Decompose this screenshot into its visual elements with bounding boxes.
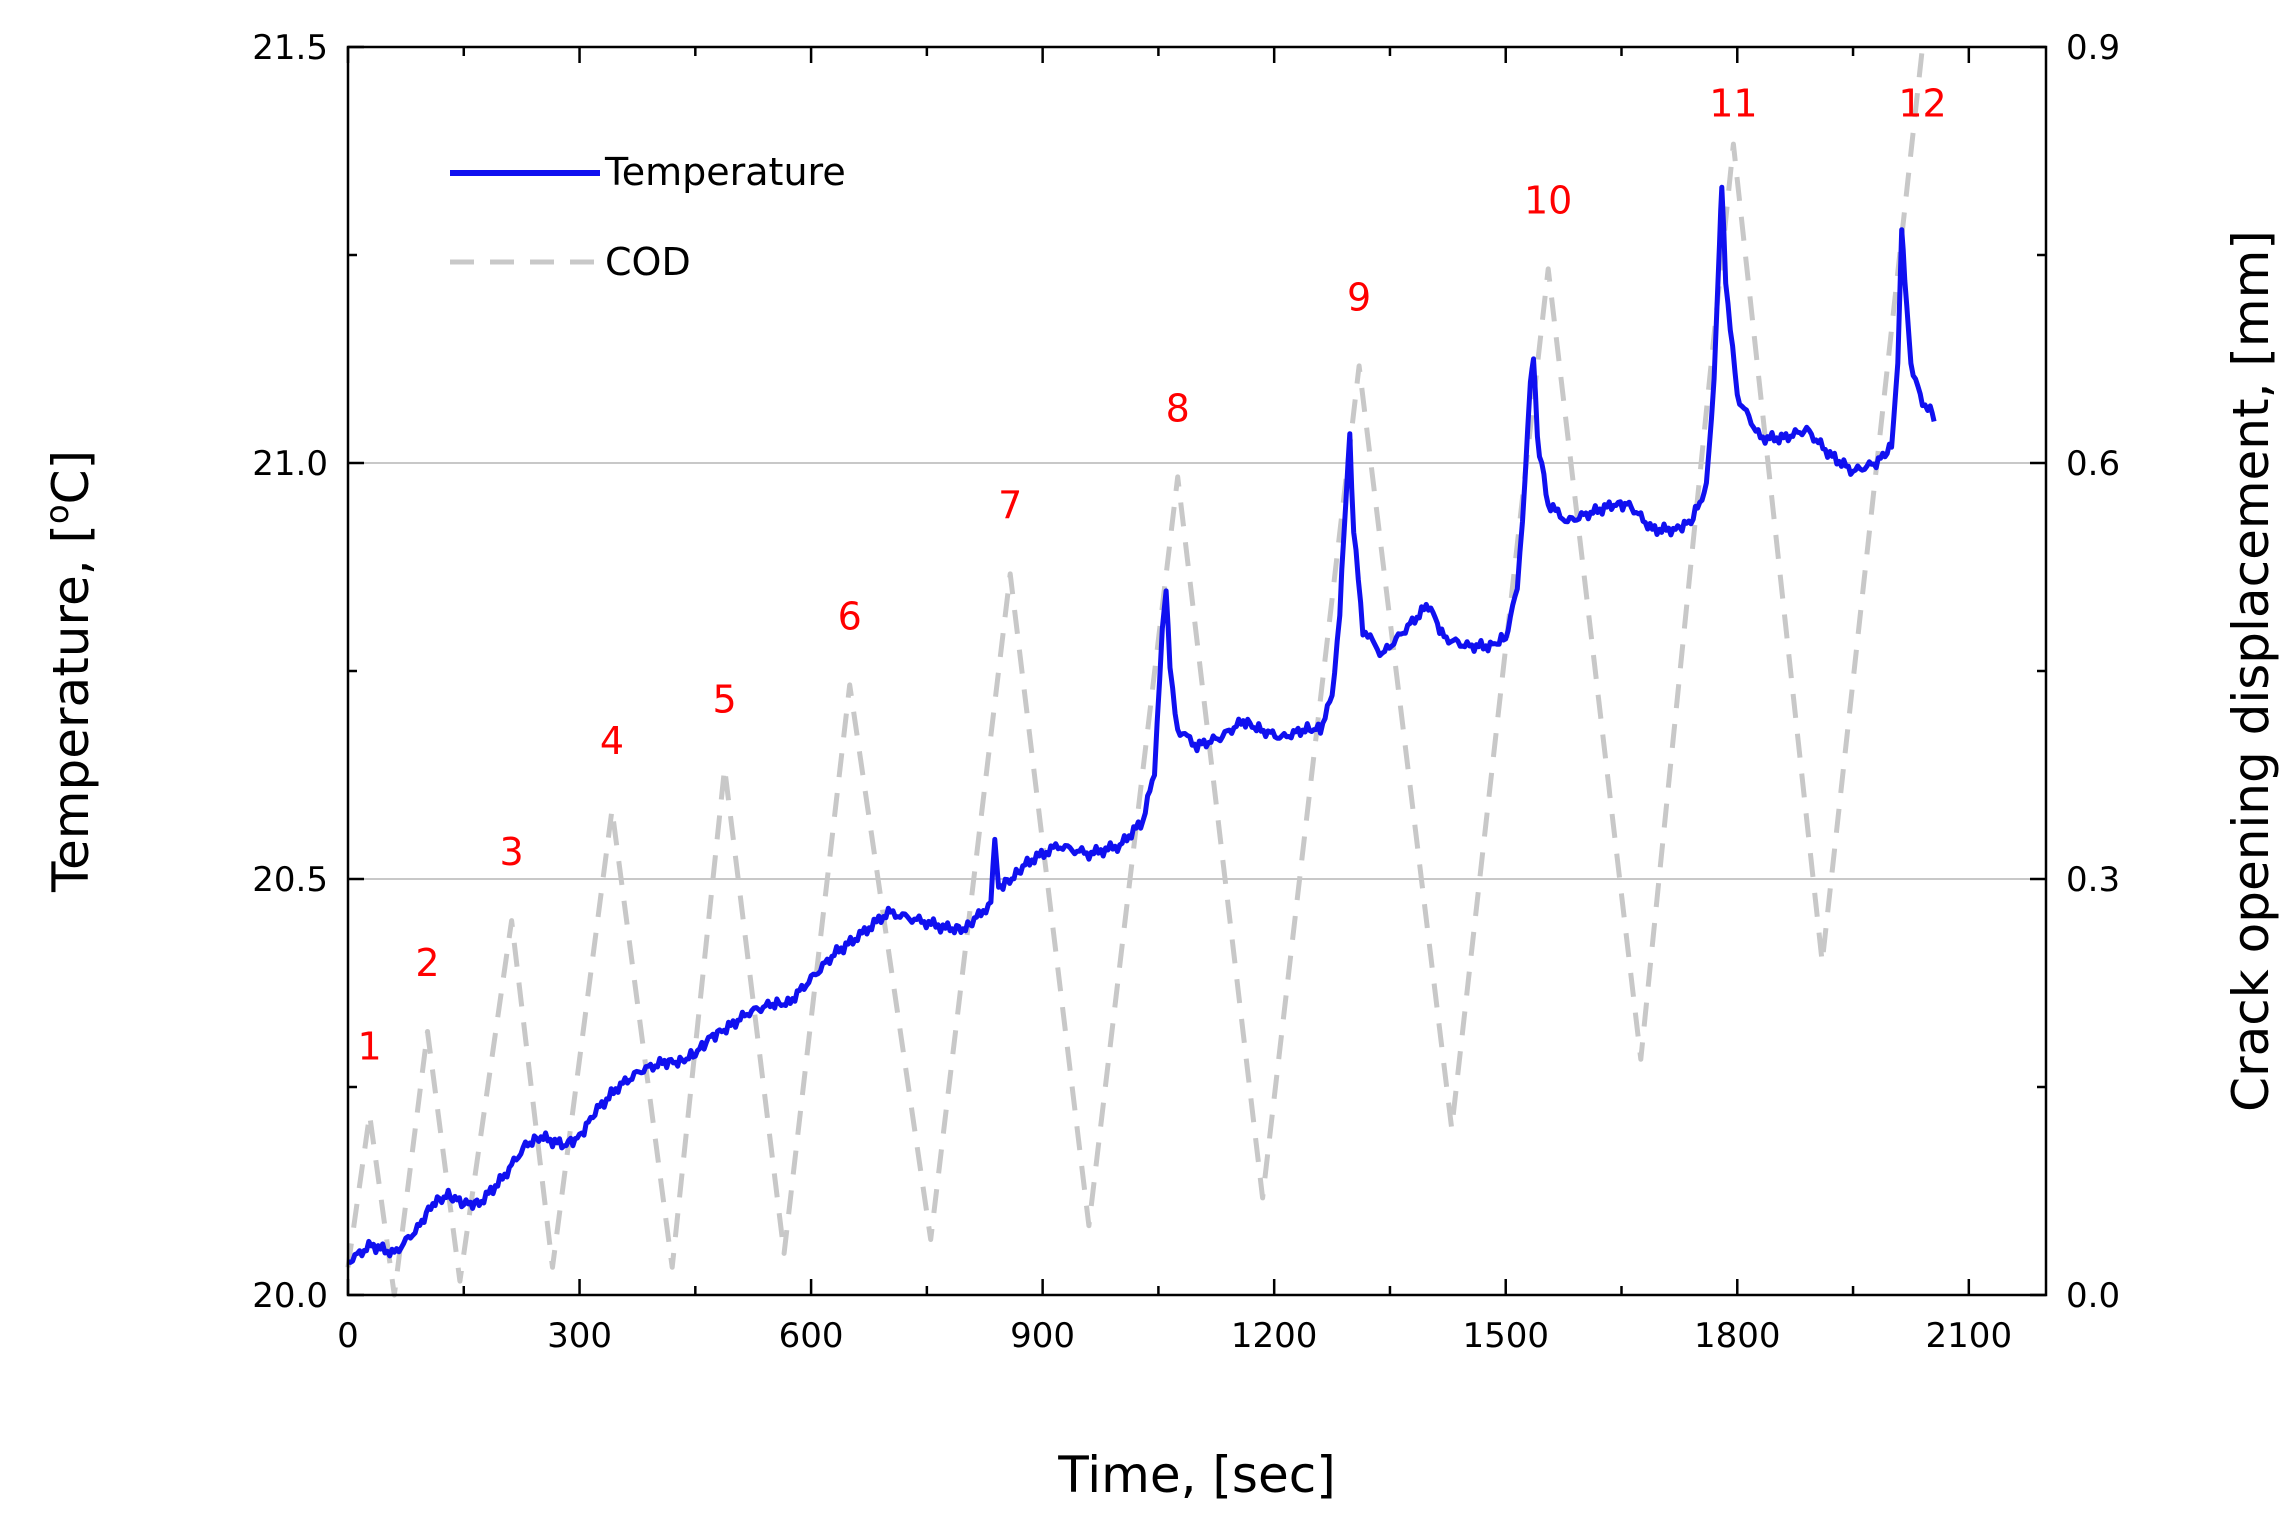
cycle-label: 6 — [838, 594, 862, 638]
series-line-cod — [345, 46, 1925, 1298]
x-tick-label: 900 — [1010, 1316, 1075, 1356]
legend-label-cod: COD — [605, 240, 691, 284]
cycle-label: 2 — [415, 941, 439, 985]
x-tick-label: 300 — [547, 1316, 612, 1356]
cycle-label: 5 — [713, 678, 737, 722]
y-axis-right-title: Crack opening displacement, [mm] — [2222, 230, 2280, 1112]
y-left-tick-label: 21.0 — [252, 444, 328, 484]
cycle-label: 1 — [358, 1024, 382, 1068]
cycle-label: 3 — [500, 830, 524, 874]
cycle-label: 10 — [1524, 178, 1572, 222]
x-tick-label: 2100 — [1926, 1316, 2013, 1356]
y-left-tick-label: 21.5 — [252, 28, 328, 68]
cycle-label: 7 — [998, 483, 1022, 527]
cycle-label: 4 — [600, 719, 624, 763]
legend: Temperature COD — [450, 150, 846, 284]
tick-layer: 0 300 600 900 1200 1500 1800 210020.020.521.021… — [252, 28, 2120, 1356]
y-right-tick-label: 0.9 — [2066, 28, 2120, 68]
x-tick-label: 1200 — [1231, 1316, 1318, 1356]
x-tick-label: 1500 — [1462, 1316, 1549, 1356]
cycle-label: 12 — [1898, 81, 1946, 125]
x-tick-label: 1800 — [1694, 1316, 1781, 1356]
x-tick-label: 600 — [779, 1316, 844, 1356]
cycle-label: 8 — [1166, 386, 1190, 430]
legend-label-temperature: Temperature — [604, 150, 846, 194]
x-axis-title: Time, [sec] — [1057, 1446, 1335, 1504]
series-line-temperature — [347, 184, 1937, 1265]
y-left-tick-label: 20.5 — [252, 860, 328, 900]
y-right-tick-label: 0.3 — [2066, 860, 2120, 900]
x-tick-label: 0 — [337, 1316, 359, 1356]
cycle-label: 11 — [1709, 81, 1757, 125]
y-axis-left-title: Temperature, [oC] — [38, 450, 100, 893]
y-left-tick-label: 20.0 — [252, 1276, 328, 1316]
grid-layer — [348, 462, 2046, 880]
y-right-tick-label: 0.0 — [2066, 1276, 2120, 1316]
cycle-label: 9 — [1347, 275, 1371, 319]
series-layer — [345, 46, 1937, 1298]
y-right-tick-label: 0.6 — [2066, 444, 2120, 484]
